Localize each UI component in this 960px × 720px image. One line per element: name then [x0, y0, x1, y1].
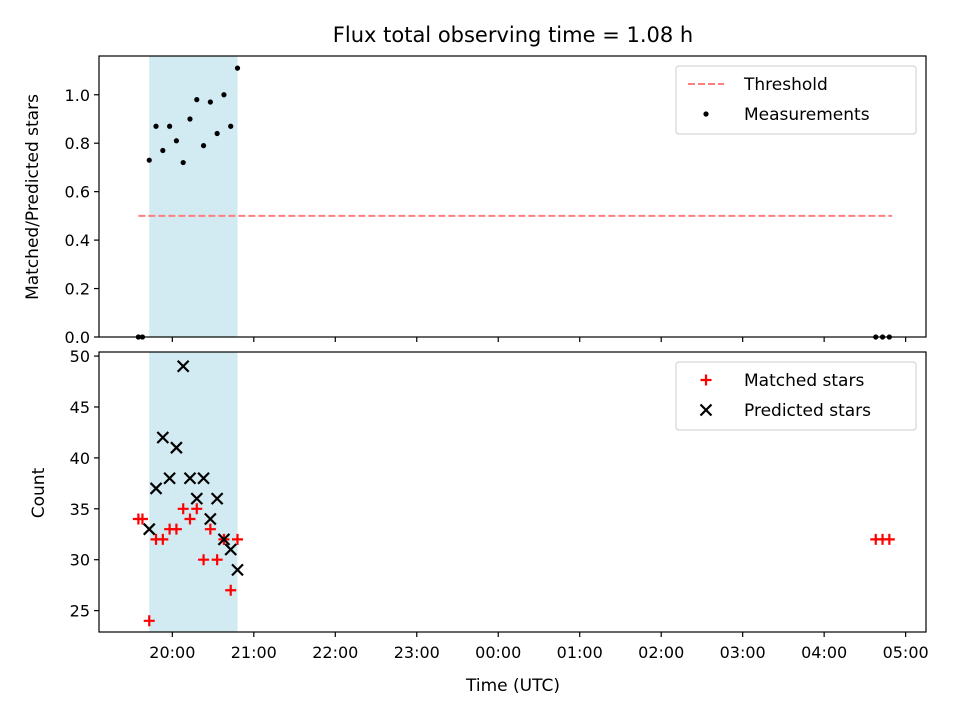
- legend-label: Measurements: [744, 105, 870, 125]
- measurement-point: [194, 97, 200, 103]
- top-y-tick-label: 0.4: [65, 231, 90, 250]
- measurement-point: [153, 123, 159, 129]
- legend-predicted-marker: [699, 403, 713, 417]
- legend-label: Matched stars: [744, 371, 864, 391]
- matched-star-point: [143, 615, 155, 627]
- measurement-point: [207, 99, 213, 105]
- bottom-y-tick-label: 45: [70, 398, 90, 417]
- predicted-star-point: [170, 441, 183, 454]
- predicted-star-point: [183, 471, 197, 485]
- top-panel: 0.0 0.2 0.4 0.6 0.8 1.0 Threshold Measurements: [65, 55, 927, 347]
- predicted-star-point: [204, 512, 217, 526]
- bottom-y-tick-label: 30: [70, 551, 90, 570]
- measurement-point: [180, 159, 186, 166]
- top-y-tick-label: 0.6: [65, 183, 90, 202]
- measurement-point: [187, 116, 193, 122]
- measurement-point: [228, 123, 234, 129]
- x-tick-label: 21:00: [231, 643, 277, 662]
- matched-star-point: [211, 554, 223, 566]
- bottom-y-tick-label: 25: [70, 602, 90, 621]
- legend-matched-marker: [700, 374, 712, 386]
- measurement-point: [167, 123, 173, 129]
- predicted-star-point: [149, 482, 163, 495]
- measurement-point: [160, 147, 166, 154]
- measurement-point: [234, 65, 241, 71]
- predicted-star-point: [142, 522, 156, 536]
- x-tick-label: 03:00: [720, 643, 766, 662]
- predicted-star-point: [156, 431, 170, 444]
- matched-star-point: [232, 533, 244, 545]
- bottom-y-tick-label: 40: [70, 449, 90, 468]
- matched-star-point: [184, 513, 196, 525]
- y-axis-label-ratio: Matched/Predicted stars: [23, 94, 43, 300]
- top-observing-window: [149, 56, 238, 337]
- predicted-star-point: [176, 359, 190, 373]
- bottom-axes-frame: [98, 351, 927, 633]
- x-tick-label: 02:00: [638, 643, 684, 662]
- x-tick-label: 23:00: [394, 643, 440, 662]
- predicted-star-point: [197, 471, 210, 485]
- matched-star-point: [883, 533, 895, 545]
- measurement-point: [214, 130, 220, 137]
- matched-star-point: [136, 513, 148, 525]
- predicted-star-point: [231, 563, 244, 577]
- measurement-point: [200, 143, 207, 149]
- top-y-tick-label: 0.8: [65, 134, 90, 153]
- predicted-star-point: [163, 471, 176, 485]
- predicted-star-point: [190, 492, 204, 505]
- chart-title: Flux total observing time = 1.08 h: [333, 23, 693, 47]
- x-tick-label: 01:00: [557, 643, 603, 662]
- measurement-point: [146, 157, 152, 163]
- matched-star-point: [198, 554, 210, 566]
- matched-star-point: [177, 503, 189, 515]
- bottom-y-tick-label: 50: [70, 347, 90, 366]
- x-tick-label: 22:00: [312, 643, 358, 662]
- bottom-panel: 25 30 35 40 45 50 20:00 21:00 22:00 23:00 00:00 01:…: [70, 347, 929, 662]
- legend-label: Threshold: [743, 75, 828, 95]
- matched-star-point: [191, 503, 203, 515]
- matched-star-point: [170, 523, 182, 535]
- x-axis-label: Time (UTC): [465, 676, 560, 696]
- top-y-tick-label: 1.0: [65, 86, 90, 105]
- top-y-tick-label: 0.2: [65, 280, 90, 299]
- top-axes-frame: [98, 55, 927, 338]
- measurement-point: [173, 138, 180, 144]
- matched-star-point: [225, 584, 237, 596]
- x-tick-label: 20:00: [149, 643, 195, 662]
- x-tick-label: 05:00: [883, 643, 929, 662]
- x-tick-label: 00:00: [475, 643, 521, 662]
- x-tick-label: 04:00: [801, 643, 847, 662]
- bottom-legend-box: [675, 361, 917, 431]
- bottom-y-tick-label: 35: [70, 500, 90, 519]
- matched-star-point: [204, 523, 216, 535]
- predicted-star-point: [224, 543, 237, 556]
- bottom-observing-window: [149, 352, 238, 632]
- predicted-star-point: [217, 533, 231, 546]
- measurement-point: [221, 92, 227, 98]
- top-legend-box: [675, 65, 917, 135]
- legend-label: Predicted stars: [744, 401, 871, 421]
- y-axis-label-count: Count: [29, 467, 49, 518]
- legend-measurement-marker: [703, 111, 709, 117]
- matched-star-point: [157, 533, 169, 545]
- top-y-tick-label: 0.0: [65, 328, 90, 347]
- predicted-star-point: [210, 492, 224, 505]
